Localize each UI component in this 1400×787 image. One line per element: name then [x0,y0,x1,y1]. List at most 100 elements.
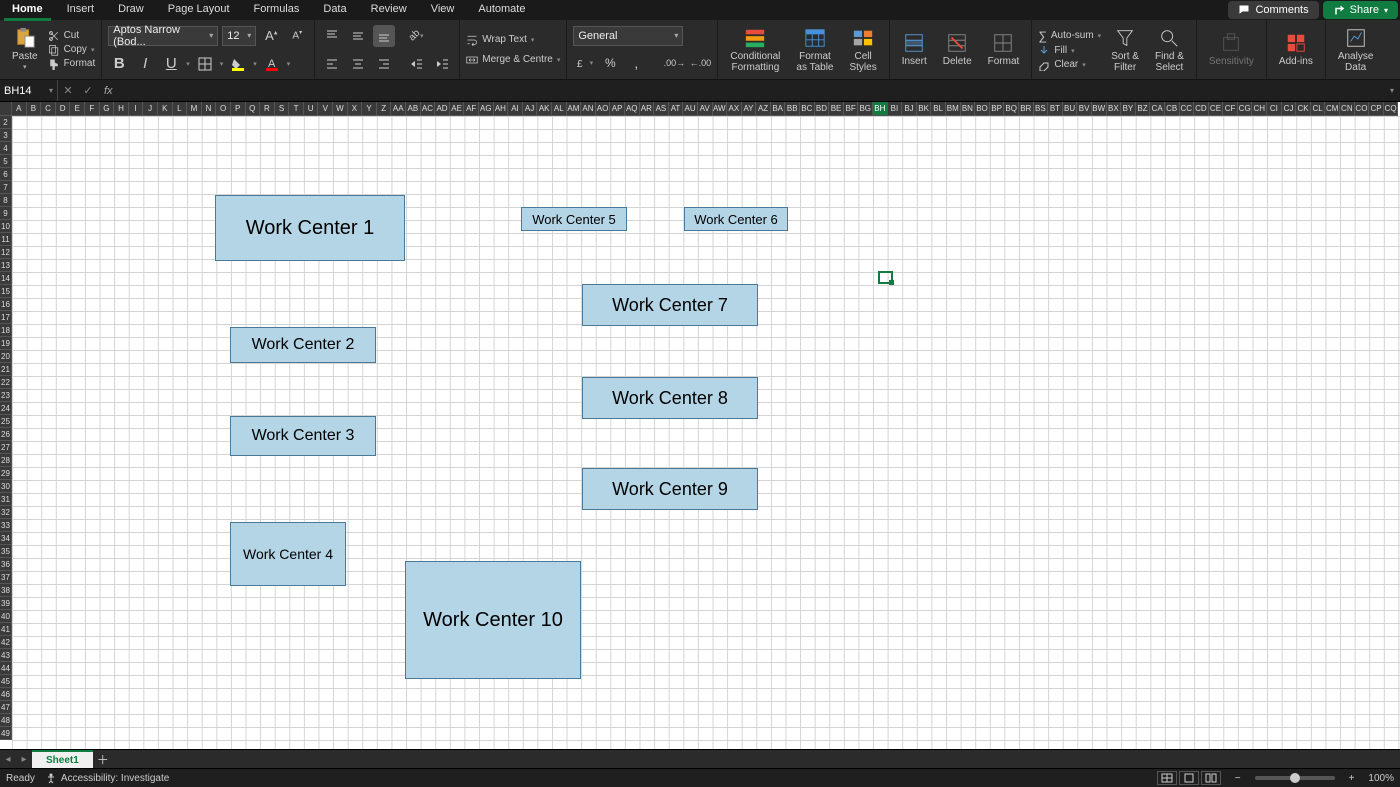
decrease-indent-button[interactable] [405,53,427,75]
orientation-button[interactable]: ab▾ [405,25,427,47]
borders-button[interactable] [194,53,216,75]
cancel-formula-button[interactable]: ✕ [58,84,78,97]
row-header[interactable]: 13 [0,259,12,272]
row-header[interactable]: 18 [0,324,12,337]
prev-sheet-button[interactable]: ◂ [0,754,16,765]
next-sheet-button[interactable]: ▸ [16,754,32,765]
cell-grid[interactable]: Work Center 1Work Center 5Work Center 6W… [12,116,1400,749]
comma-format-button[interactable]: , [625,52,647,74]
row-header[interactable]: 27 [0,441,12,454]
column-header[interactable]: AZ [756,102,771,116]
comments-button[interactable]: Comments [1228,1,1318,19]
column-header[interactable]: T [289,102,304,116]
column-header[interactable]: M [187,102,202,116]
row-header[interactable]: 25 [0,415,12,428]
column-header[interactable]: BK [917,102,932,116]
column-header[interactable]: AL [552,102,567,116]
row-header[interactable]: 19 [0,337,12,350]
formula-input[interactable] [119,80,1384,101]
wrap-text-button[interactable]: Wrap Text▾ [466,34,560,46]
column-header[interactable]: CJ [1282,102,1297,116]
increase-indent-button[interactable] [431,53,453,75]
column-header[interactable]: CN [1340,102,1355,116]
row-header[interactable]: 11 [0,233,12,246]
row-header[interactable]: 14 [0,272,12,285]
column-header[interactable]: BA [771,102,786,116]
row-header[interactable]: 2 [0,116,12,129]
column-header[interactable]: U [304,102,319,116]
row-header[interactable]: 30 [0,480,12,493]
column-header[interactable]: BH [873,102,888,116]
row-header[interactable]: 42 [0,636,12,649]
column-header[interactable]: AG [479,102,494,116]
align-bottom-button[interactable] [373,25,395,47]
column-header[interactable]: BE [829,102,844,116]
cell-styles-button[interactable]: Cell Styles [843,27,882,73]
row-header[interactable]: 37 [0,571,12,584]
format-as-table-button[interactable]: Format as Table [790,27,839,73]
shape-work-center[interactable]: Work Center 7 [582,284,758,326]
column-header[interactable]: CI [1267,102,1282,116]
column-header[interactable]: BL [931,102,946,116]
percent-format-button[interactable]: % [599,52,621,74]
zoom-out-button[interactable]: − [1231,773,1245,784]
column-header[interactable]: AN [581,102,596,116]
column-header[interactable]: AI [508,102,523,116]
insert-cells-button[interactable]: Insert [896,32,933,67]
column-header[interactable]: BN [961,102,976,116]
column-header[interactable]: CG [1238,102,1253,116]
shape-work-center[interactable]: Work Center 10 [405,561,581,679]
conditional-formatting-button[interactable]: Conditional Formatting [724,27,786,73]
column-header[interactable]: O [216,102,231,116]
accounting-format-button[interactable]: £▾ [573,52,595,74]
menu-tab-draw[interactable]: Draw [106,0,156,20]
column-header[interactable]: AQ [625,102,640,116]
page-layout-view-button[interactable] [1179,771,1199,785]
zoom-slider[interactable] [1255,776,1335,780]
row-header[interactable]: 31 [0,493,12,506]
row-header[interactable]: 38 [0,584,12,597]
row-header[interactable]: 35 [0,545,12,558]
bold-button[interactable]: B [108,53,130,75]
row-header[interactable]: 8 [0,194,12,207]
column-header[interactable]: Z [377,102,392,116]
column-header[interactable]: AJ [523,102,538,116]
decrease-font-button[interactable]: A▾ [286,25,308,47]
row-header[interactable]: 45 [0,675,12,688]
row-header[interactable]: 43 [0,649,12,662]
shape-work-center[interactable]: Work Center 3 [230,416,376,456]
accessibility-status[interactable]: Accessibility: Investigate [45,772,169,784]
number-format-select[interactable]: General▾ [573,26,683,46]
font-color-button[interactable]: A [261,53,283,75]
fx-icon[interactable]: fx [98,85,119,97]
menu-tab-page-layout[interactable]: Page Layout [156,0,242,20]
column-header[interactable]: V [318,102,333,116]
column-header[interactable]: BM [946,102,961,116]
row-header[interactable]: 7 [0,181,12,194]
row-header[interactable]: 21 [0,363,12,376]
column-header[interactable]: AV [698,102,713,116]
menu-tab-insert[interactable]: Insert [55,0,107,20]
row-header[interactable]: 22 [0,376,12,389]
column-header[interactable]: AC [421,102,436,116]
column-header[interactable]: AH [494,102,509,116]
column-header[interactable]: AM [567,102,582,116]
column-header[interactable]: BC [800,102,815,116]
column-header[interactable]: AD [435,102,450,116]
sort-filter-button[interactable]: Sort & Filter [1105,27,1145,73]
underline-button[interactable]: U [160,53,182,75]
shape-work-center[interactable]: Work Center 9 [582,468,758,510]
paste-button[interactable]: Paste ▾ [6,27,44,72]
analyse-data-button[interactable]: Analyse Data [1332,27,1380,73]
column-header[interactable]: BQ [1004,102,1019,116]
row-header[interactable]: 39 [0,597,12,610]
font-name-select[interactable]: Aptos Narrow (Bod...▾ [108,26,218,46]
menu-tab-home[interactable]: Home [0,0,55,20]
format-cells-button[interactable]: Format [982,32,1026,67]
column-header[interactable]: H [114,102,129,116]
column-header[interactable]: BR [1019,102,1034,116]
column-header[interactable]: BV [1077,102,1092,116]
align-right-button[interactable] [373,53,395,75]
zoom-slider-thumb[interactable] [1290,773,1300,783]
copy-button[interactable]: Copy▾ [48,44,96,56]
